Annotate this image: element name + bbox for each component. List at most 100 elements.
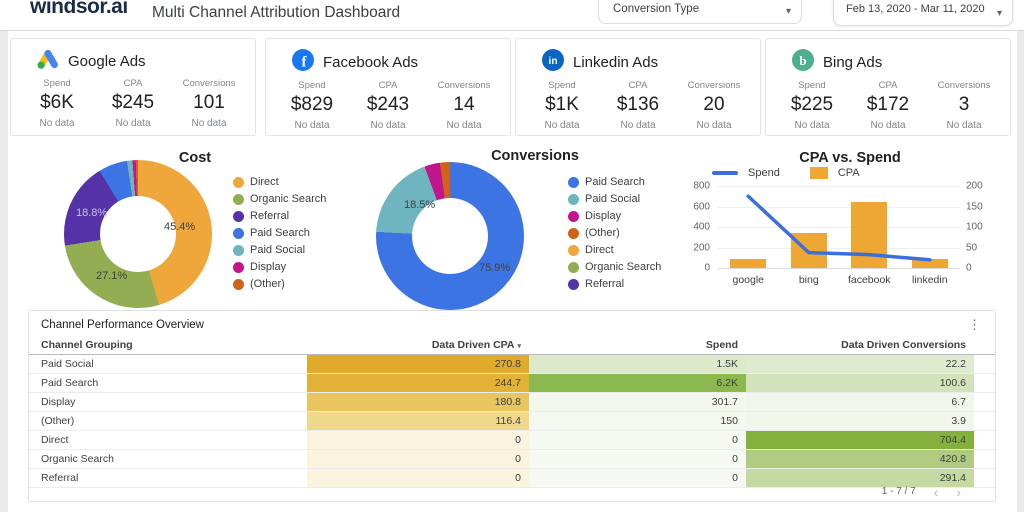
scorecard-bing-ads: b Bing Ads Spend $225 No data CPA $172 N…: [765, 38, 1011, 136]
legend-item[interactable]: Organic Search: [568, 261, 661, 273]
metric-conversions: Conversions 14 No data: [437, 80, 491, 131]
right-edge-gutter: [1017, 30, 1024, 512]
axis-tick-label: 200: [966, 180, 983, 192]
legend-color-dot: [233, 278, 244, 290]
gridline: [718, 186, 960, 187]
spend-line-swatch: [712, 171, 738, 175]
next-page-icon[interactable]: ›: [956, 483, 961, 500]
cell-data-driven-conversions: 100.6: [746, 374, 974, 392]
axis-tick-label: 50: [966, 242, 978, 253]
cpa-vs-spend-legend: Spend CPA: [712, 167, 860, 179]
table-row[interactable]: (Other) 116.4 150 3.9: [29, 412, 995, 431]
svg-text:in: in: [549, 56, 558, 67]
date-range-picker[interactable]: Feb 13, 2020 - Mar 11, 2020 ▾: [833, 0, 1013, 26]
legend-item[interactable]: Paid Search: [568, 176, 661, 188]
column-channel-grouping[interactable]: Channel Grouping: [41, 339, 133, 351]
metric-cpa: CPA $245 No data: [111, 78, 155, 129]
slice-label-organic-search: 27.1%: [96, 270, 128, 282]
legend-item[interactable]: (Other): [233, 278, 326, 290]
legend-label: Organic Search: [250, 193, 327, 205]
card-title: Facebook Ads: [323, 53, 419, 71]
gridline: [718, 227, 960, 228]
cost-donut-chart[interactable]: 45.4% 27.1% 18.8%: [64, 160, 212, 308]
cell-spend: 0: [529, 469, 746, 487]
legend-label: Paid Social: [250, 244, 306, 256]
cost-chart-legend: Direct Organic Search Referral Paid Search P…: [233, 176, 326, 290]
table-row[interactable]: Direct 0 0 704.4: [29, 431, 995, 450]
axis-tick-label: 600: [693, 201, 710, 212]
conversions-chart-title: Conversions: [491, 148, 579, 164]
axis-tick-label: 100: [966, 221, 983, 233]
scorecard-google-ads: Google Ads Spend $6K No data CPA $245 No…: [10, 38, 256, 136]
legend-color-dot: [568, 244, 579, 256]
legend-item[interactable]: Referral: [568, 278, 661, 290]
legend-color-dot: [568, 227, 579, 239]
legend-item[interactable]: Paid Search: [233, 227, 326, 239]
legend-item[interactable]: (Other): [568, 227, 661, 239]
legend-label-spend: Spend: [748, 167, 780, 179]
column-spend[interactable]: Spend: [705, 339, 738, 351]
x-label-linkedin: linkedin: [911, 274, 948, 286]
cell-data-driven-cpa: 0: [307, 450, 529, 468]
legend-item[interactable]: Display: [568, 210, 661, 222]
legend-label: Direct: [585, 244, 614, 256]
cell-channel: Display: [41, 396, 76, 408]
metric-conversions: Conversions 101 No data: [182, 78, 236, 129]
table-row[interactable]: Organic Search 0 0 420.8: [29, 450, 995, 469]
legend-item[interactable]: Display: [233, 261, 326, 273]
cell-data-driven-conversions: 291.4: [746, 469, 974, 487]
cell-data-driven-cpa: 244.7: [307, 374, 529, 392]
legend-color-dot: [233, 261, 244, 273]
table-row[interactable]: Paid Social 270.8 1.5K 22.2: [29, 355, 995, 374]
card-title: Google Ads: [68, 52, 146, 70]
legend-color-dot: [568, 261, 579, 273]
top-bar: windsor.ai Multi Channel Attribution Das…: [0, 0, 1024, 31]
metric-spend: Spend $1K No data: [544, 80, 580, 131]
table-row[interactable]: Referral 0 0 291.4: [29, 469, 995, 488]
legend-item[interactable]: Direct: [233, 176, 326, 188]
cell-data-driven-conversions: 6.7: [746, 393, 974, 411]
cell-spend: 0: [529, 450, 746, 468]
slice-label-paid-social: 18.5%: [404, 199, 436, 211]
metric-cpa: CPA $243 No data: [366, 80, 410, 131]
legend-label: Referral: [585, 278, 625, 290]
cell-data-driven-cpa: 180.8: [307, 393, 529, 411]
kebab-menu-icon[interactable]: ⋮: [968, 317, 981, 332]
table-row[interactable]: Display 180.8 301.7 6.7: [29, 393, 995, 412]
cell-data-driven-cpa: 116.4: [307, 412, 529, 430]
cell-data-driven-conversions: 22.2: [746, 355, 974, 373]
legend-label-cpa: CPA: [837, 167, 860, 179]
conversion-type-label: Conversion Type: [613, 3, 700, 15]
legend-label: (Other): [250, 278, 285, 290]
legend-color-dot: [233, 244, 244, 256]
table-title: Channel Performance Overview: [41, 319, 204, 331]
legend-color-dot: [568, 278, 579, 290]
card-title: Linkedin Ads: [573, 53, 659, 71]
column-data-driven-cpa[interactable]: Data Driven CPA ▾: [431, 339, 521, 351]
conversion-type-dropdown[interactable]: Conversion Type ▾: [598, 0, 802, 24]
metric-conversions: Conversions 20 No data: [687, 80, 741, 131]
axis-tick-label: 0: [966, 262, 972, 274]
legend-item[interactable]: Referral: [233, 210, 326, 222]
cell-data-driven-cpa: 0: [307, 469, 529, 487]
cell-channel: Organic Search: [41, 453, 114, 465]
chevron-down-icon: ▾: [785, 6, 791, 17]
axis-tick-label: 0: [704, 262, 710, 274]
column-data-driven-conversions[interactable]: Data Driven Conversions: [841, 339, 966, 351]
legend-item[interactable]: Paid Social: [568, 193, 661, 205]
prev-page-icon[interactable]: ‹: [933, 483, 939, 500]
legend-label: Referral: [250, 210, 290, 222]
slice-label-paid-search: 75.9%: [479, 262, 511, 274]
right-axis-ticks: 200 150 100 50 0: [966, 181, 1000, 274]
table-row[interactable]: Paid Search 244.7 6.2K 100.6: [29, 374, 995, 393]
legend-item[interactable]: Organic Search: [233, 193, 326, 205]
axis-tick-label: 200: [693, 242, 710, 253]
legend-item[interactable]: Direct: [568, 244, 661, 256]
legend-color-dot: [568, 210, 579, 222]
combo-plot[interactable]: [718, 186, 960, 269]
conversions-donut-chart[interactable]: 75.9% 18.5%: [376, 162, 524, 310]
date-range-label: Feb 13, 2020 - Mar 11, 2020: [846, 3, 985, 15]
legend-item[interactable]: Paid Social: [233, 244, 326, 256]
metric-cpa: CPA $172 No data: [866, 80, 910, 131]
